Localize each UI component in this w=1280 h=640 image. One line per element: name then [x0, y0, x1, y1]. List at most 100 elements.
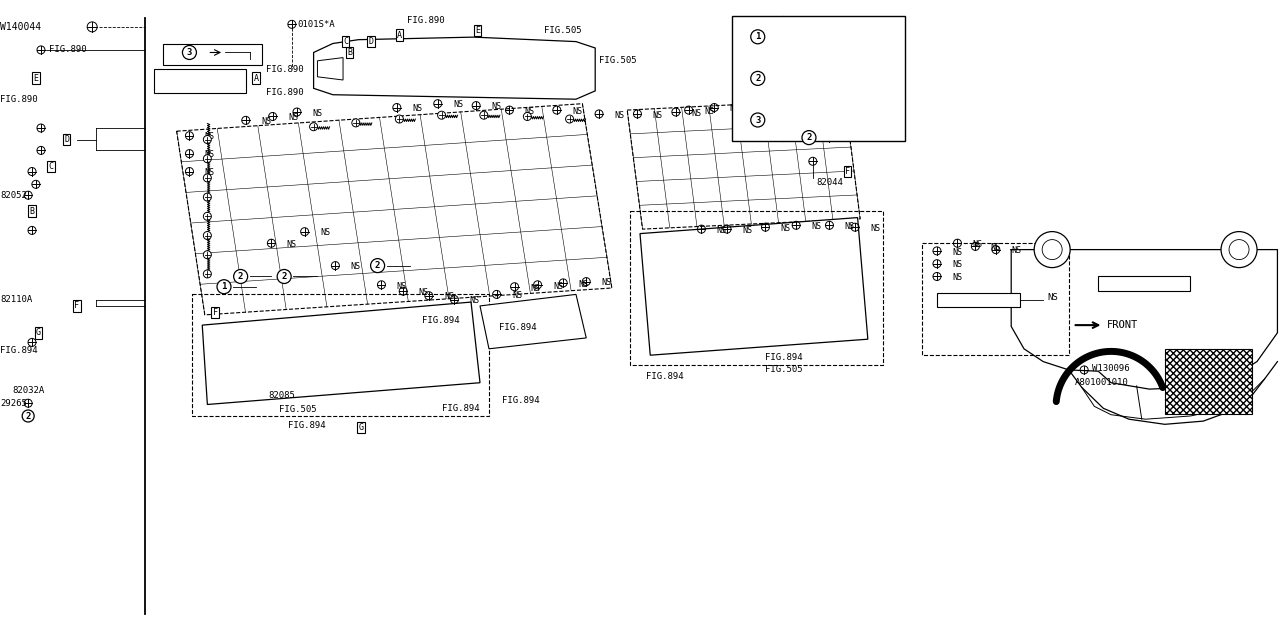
Text: 1: 1: [221, 282, 227, 291]
Text: 82031A: 82031A: [1103, 277, 1135, 286]
Text: NS: NS: [320, 228, 330, 237]
Circle shape: [751, 72, 764, 85]
Text: 1: 1: [755, 32, 760, 42]
Bar: [1098, 276, 1190, 291]
Text: W140061: W140061: [790, 32, 833, 42]
Text: NS: NS: [579, 280, 589, 289]
Text: F: F: [212, 308, 218, 317]
Text: NS: NS: [492, 102, 502, 111]
Circle shape: [1034, 232, 1070, 268]
Text: NS: NS: [863, 104, 873, 113]
Circle shape: [278, 269, 291, 284]
Polygon shape: [202, 302, 480, 404]
Bar: [732, 16, 905, 141]
Text: NS: NS: [704, 107, 714, 116]
Circle shape: [183, 45, 196, 60]
Text: NS: NS: [261, 117, 271, 126]
Text: NS: NS: [870, 224, 881, 233]
Text: NS: NS: [412, 104, 422, 113]
Text: 2: 2: [806, 133, 812, 142]
Text: FIG.890: FIG.890: [266, 65, 303, 74]
Text: FIG.894: FIG.894: [442, 404, 479, 413]
Circle shape: [234, 269, 247, 284]
Text: 0101S*B: 0101S*B: [790, 74, 833, 83]
Circle shape: [352, 119, 360, 127]
Text: NS: NS: [512, 291, 522, 300]
Circle shape: [524, 113, 531, 120]
Text: 82031B: 82031B: [941, 293, 973, 302]
Text: 82110A: 82110A: [0, 295, 32, 304]
Text: FIG.505: FIG.505: [544, 26, 581, 35]
Circle shape: [204, 251, 211, 259]
Text: NS: NS: [470, 296, 480, 305]
Text: C: C: [49, 162, 54, 171]
Text: NS: NS: [952, 273, 963, 282]
Text: W130096: W130096: [1092, 364, 1129, 372]
Text: A: A: [397, 31, 402, 40]
Text: FIG.894: FIG.894: [422, 316, 460, 324]
Text: 82064: 82064: [790, 115, 820, 125]
Text: FIG.894: FIG.894: [0, 346, 37, 355]
Circle shape: [438, 111, 445, 119]
Text: NS: NS: [453, 100, 463, 109]
Circle shape: [218, 280, 230, 294]
Text: 2: 2: [26, 412, 31, 420]
Text: G: G: [358, 423, 364, 432]
Text: NS: NS: [717, 226, 727, 235]
Text: FIG.505: FIG.505: [279, 405, 316, 414]
Polygon shape: [480, 294, 586, 349]
Circle shape: [371, 259, 384, 273]
Text: E: E: [475, 26, 480, 35]
Text: E: E: [33, 74, 38, 83]
Text: NS: NS: [742, 226, 753, 235]
Text: NS: NS: [205, 132, 215, 141]
Circle shape: [204, 270, 211, 278]
Text: 0101S*A: 0101S*A: [297, 20, 334, 29]
Text: 82032A: 82032A: [13, 386, 45, 395]
Text: F: F: [845, 167, 850, 176]
Text: 29265: 29265: [0, 399, 27, 408]
Text: A801001010: A801001010: [1075, 378, 1129, 387]
Text: NS: NS: [614, 111, 625, 120]
Text: 82044: 82044: [817, 178, 844, 187]
Circle shape: [204, 193, 211, 201]
Bar: [922, 243, 1069, 355]
Text: NS: NS: [553, 282, 563, 291]
Text: FIG.894: FIG.894: [288, 421, 325, 430]
Text: NS: NS: [602, 278, 612, 287]
Text: NS: NS: [572, 107, 582, 116]
Text: G: G: [36, 328, 41, 337]
Text: B: B: [29, 207, 35, 216]
Circle shape: [751, 30, 764, 44]
Text: FIG.505: FIG.505: [599, 56, 636, 65]
Text: 82032: 82032: [166, 74, 193, 83]
Text: NS: NS: [205, 150, 215, 159]
Text: FIG.505: FIG.505: [765, 365, 803, 374]
Circle shape: [1221, 232, 1257, 268]
Circle shape: [204, 174, 211, 182]
Text: NS: NS: [205, 168, 215, 177]
Text: NS: NS: [287, 240, 297, 249]
Text: NS: NS: [1047, 293, 1057, 302]
Text: W140044: W140044: [0, 22, 41, 32]
Text: FIG.890: FIG.890: [49, 45, 86, 54]
Text: NS: NS: [312, 109, 323, 118]
Text: FIG.894: FIG.894: [646, 372, 684, 381]
Text: D: D: [369, 37, 374, 46]
Text: NS: NS: [952, 260, 963, 269]
Text: NS: NS: [841, 100, 851, 109]
Text: NS: NS: [812, 222, 822, 231]
Text: NS: NS: [691, 109, 701, 118]
Text: NS: NS: [530, 284, 540, 292]
Circle shape: [396, 115, 403, 123]
Bar: [163, 44, 262, 65]
Circle shape: [310, 123, 317, 131]
Text: 82085: 82085: [269, 391, 296, 400]
Text: NS: NS: [952, 248, 963, 257]
Text: NS: NS: [351, 262, 361, 271]
Circle shape: [480, 111, 488, 119]
Text: NS: NS: [991, 243, 1001, 252]
Polygon shape: [640, 218, 868, 355]
Text: 3: 3: [187, 48, 192, 57]
Circle shape: [751, 113, 764, 127]
